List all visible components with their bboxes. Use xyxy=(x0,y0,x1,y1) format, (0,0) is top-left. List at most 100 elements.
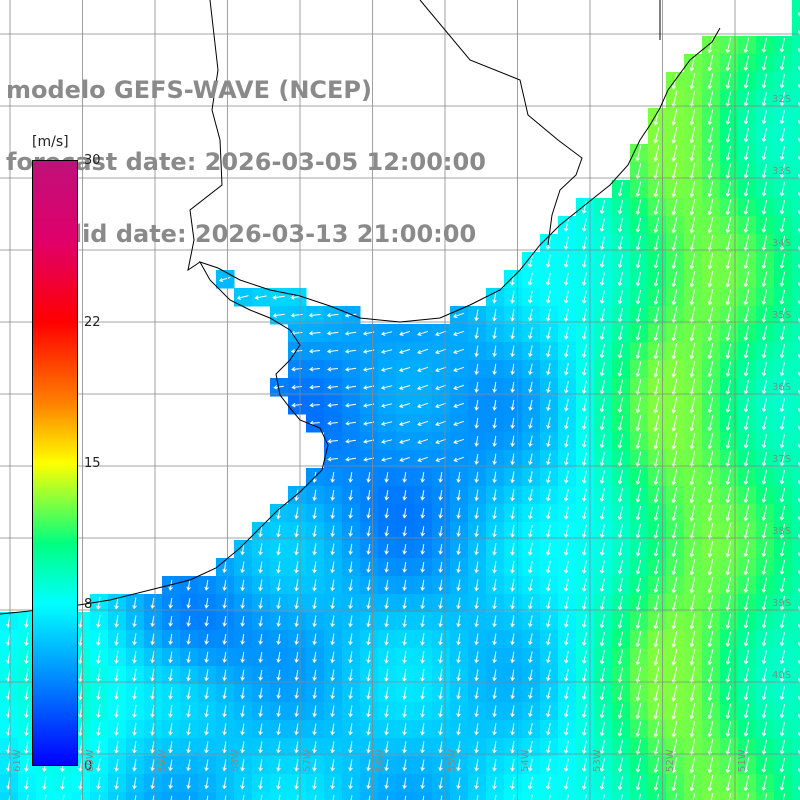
wind-arrow xyxy=(438,543,443,555)
wind-arrow xyxy=(348,507,353,519)
wind-arrow xyxy=(402,561,407,573)
wind-arrow xyxy=(510,363,515,376)
wind-arrow xyxy=(617,469,623,485)
wind-arrow xyxy=(345,385,357,390)
wind-arrow xyxy=(689,433,696,450)
wind-arrow xyxy=(186,723,191,736)
wind-arrow xyxy=(617,758,623,773)
wind-arrow xyxy=(653,721,660,738)
wind-arrow xyxy=(384,561,389,573)
wind-arrow xyxy=(743,37,750,54)
wind-arrow xyxy=(510,597,515,610)
wind-arrow xyxy=(438,651,443,664)
speed-cell xyxy=(792,486,800,505)
wind-arrow xyxy=(510,633,515,646)
wind-arrow xyxy=(707,253,714,270)
wind-arrow xyxy=(653,559,660,576)
wind-arrow xyxy=(150,633,155,646)
border-line xyxy=(187,0,223,272)
wind-arrow xyxy=(309,402,320,408)
wind-arrow xyxy=(725,775,732,792)
wind-arrow xyxy=(402,759,407,772)
wind-arrow xyxy=(381,439,393,444)
wind-arrow xyxy=(671,648,678,666)
wind-arrow xyxy=(474,705,479,718)
wind-arrow xyxy=(564,452,569,466)
wind-arrow xyxy=(494,794,497,800)
wind-arrow xyxy=(366,508,371,519)
wind-arrow xyxy=(510,399,515,411)
wind-arrow xyxy=(528,363,533,376)
wind-arrow xyxy=(599,200,605,215)
wind-arrow xyxy=(707,181,714,198)
speed-cell xyxy=(792,630,800,649)
wind-arrow xyxy=(510,381,515,394)
wind-arrow xyxy=(743,181,750,198)
wind-arrow xyxy=(384,705,389,718)
wind-arrow xyxy=(404,795,407,800)
wind-arrow xyxy=(96,740,101,755)
wind-arrow xyxy=(474,435,479,447)
wind-arrow xyxy=(599,704,605,719)
wind-arrow xyxy=(132,686,137,701)
wind-arrow xyxy=(453,456,464,462)
wind-arrow xyxy=(348,777,353,790)
wind-arrow xyxy=(278,794,281,800)
wind-arrow xyxy=(581,254,587,269)
wind-arrow xyxy=(743,559,750,576)
wind-arrow xyxy=(581,614,587,629)
wind-arrow xyxy=(204,723,209,736)
wind-arrow xyxy=(581,362,587,377)
wind-arrow xyxy=(456,471,461,484)
wind-arrow xyxy=(563,272,569,287)
wind-arrow xyxy=(671,469,678,486)
wind-arrow xyxy=(417,456,428,462)
wind-arrow xyxy=(96,596,101,610)
wind-arrow xyxy=(366,759,371,772)
wind-arrow xyxy=(635,541,641,557)
wind-arrow xyxy=(150,777,155,790)
wind-arrow xyxy=(327,367,339,372)
model-title: modelo GEFS-WAVE (NCEP) xyxy=(6,76,372,104)
wind-arrow xyxy=(366,705,371,718)
speed-cell xyxy=(612,792,631,800)
wind-arrow xyxy=(707,145,714,162)
wind-arrow xyxy=(725,721,732,738)
wind-arrow xyxy=(42,776,47,791)
wind-arrow xyxy=(420,651,425,664)
wind-arrow xyxy=(474,345,479,358)
wind-arrow xyxy=(653,505,660,522)
wind-arrow xyxy=(653,163,660,180)
wind-arrow xyxy=(689,343,696,360)
wind-arrow xyxy=(656,793,660,800)
wind-arrow xyxy=(366,777,371,790)
speed-cell xyxy=(792,270,800,289)
wind-arrow xyxy=(617,218,623,233)
wind-arrow xyxy=(725,271,732,288)
wind-arrow xyxy=(402,723,407,736)
wind-arrow xyxy=(728,793,732,800)
wind-arrow xyxy=(327,384,338,390)
wind-arrow xyxy=(545,542,551,556)
wind-arrow xyxy=(563,578,569,592)
wind-arrow xyxy=(635,433,642,450)
wind-arrow xyxy=(492,723,497,736)
wind-arrow xyxy=(258,759,263,772)
speed-cell xyxy=(792,36,800,55)
wind-arrow xyxy=(563,776,569,791)
wind-arrow xyxy=(492,687,497,700)
wind-arrow xyxy=(276,597,281,610)
wind-arrow xyxy=(725,469,732,486)
wind-arrow xyxy=(581,308,587,323)
wind-arrow xyxy=(528,687,533,700)
wind-arrow xyxy=(474,597,479,610)
wind-arrow xyxy=(240,759,245,772)
wind-arrow xyxy=(510,272,515,287)
wind-arrow xyxy=(438,490,443,501)
wind-arrow xyxy=(653,396,660,414)
wind-arrow xyxy=(456,561,461,574)
speed-cell xyxy=(774,792,793,800)
wind-arrow xyxy=(312,615,317,628)
wind-arrow xyxy=(564,650,569,664)
wind-arrow xyxy=(150,759,155,772)
